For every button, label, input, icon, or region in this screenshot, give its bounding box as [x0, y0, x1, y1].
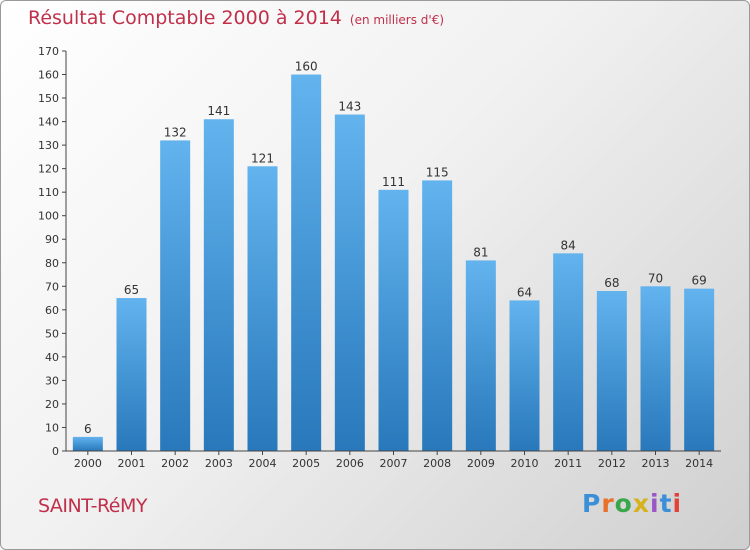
x-tick-label-2007: 2007 — [380, 457, 408, 470]
bar-2009 — [465, 260, 496, 451]
chart-unit-text: (en milliers d'€) — [349, 13, 445, 27]
y-tick-label: 150 — [38, 92, 59, 105]
x-tick-label-2012: 2012 — [598, 457, 626, 470]
x-tick-label-2014: 2014 — [685, 457, 713, 470]
data-label-2014: 69 — [692, 274, 707, 288]
y-tick-label: 60 — [45, 304, 59, 317]
commune-name: SAINT-RéMY — [38, 495, 147, 517]
y-tick-label: 160 — [38, 69, 59, 82]
bar-2004 — [247, 166, 278, 451]
x-tick-label-2000: 2000 — [74, 457, 102, 470]
data-label-2007: 111 — [382, 175, 405, 189]
y-tick-label: 10 — [45, 421, 59, 434]
data-label-2011: 84 — [561, 238, 576, 252]
x-tick-label-2011: 2011 — [554, 457, 582, 470]
bar-2003 — [203, 119, 234, 451]
x-tick-label-2005: 2005 — [292, 457, 320, 470]
y-tick-label: 0 — [52, 445, 59, 458]
y-tick-label: 70 — [45, 280, 59, 293]
x-tick-label-2004: 2004 — [249, 457, 277, 470]
x-tick-label-2006: 2006 — [336, 457, 364, 470]
bar-2001 — [116, 298, 147, 451]
y-tick-label: 30 — [45, 374, 59, 387]
data-label-2002: 132 — [164, 125, 187, 139]
bar-2008 — [422, 180, 453, 452]
bar-2012 — [596, 291, 627, 451]
bar-2011 — [553, 253, 584, 451]
chart-title-text: Résultat Comptable 2000 à 2014 — [28, 7, 342, 29]
y-tick-label: 40 — [45, 351, 59, 364]
data-label-2003: 141 — [207, 104, 230, 118]
y-tick-label: 20 — [45, 398, 59, 411]
bar-2006 — [334, 114, 365, 451]
data-label-2004: 121 — [251, 151, 274, 165]
y-tick-label: 80 — [45, 257, 59, 270]
y-tick-label: 170 — [38, 45, 59, 58]
y-tick-label: 130 — [38, 139, 59, 152]
y-tick-label: 90 — [45, 233, 59, 246]
data-label-2012: 68 — [604, 276, 619, 290]
bar-2007 — [378, 189, 409, 451]
data-label-2010: 64 — [517, 285, 532, 299]
bar-2013 — [640, 286, 671, 451]
data-label-2006: 143 — [338, 100, 361, 114]
x-tick-label-2009: 2009 — [467, 457, 495, 470]
x-tick-label-2002: 2002 — [161, 457, 189, 470]
bar-2002 — [160, 140, 191, 452]
x-tick-label-2010: 2010 — [511, 457, 539, 470]
data-label-2009: 81 — [473, 245, 488, 259]
data-label-2008: 115 — [426, 165, 449, 179]
bar-2005 — [291, 74, 322, 451]
y-tick-label: 50 — [45, 327, 59, 340]
bar-2014 — [684, 288, 715, 451]
data-label-2013: 70 — [648, 271, 663, 285]
chart-title: Résultat Comptable 2000 à 2014 (en millie… — [28, 7, 444, 29]
x-tick-label-2008: 2008 — [423, 457, 451, 470]
x-tick-label-2001: 2001 — [118, 457, 146, 470]
x-tick-label-2013: 2013 — [642, 457, 670, 470]
y-tick-label: 120 — [38, 163, 59, 176]
x-tick-label-2003: 2003 — [205, 457, 233, 470]
bar-2000 — [72, 436, 103, 451]
y-tick-label: 100 — [38, 210, 59, 223]
y-tick-label: 140 — [38, 116, 59, 129]
bar-2010 — [509, 300, 540, 451]
data-label-2000: 6 — [84, 422, 92, 436]
data-label-2005: 160 — [295, 60, 318, 74]
y-tick-label: 110 — [38, 186, 59, 199]
proxiti-logo: Proxiti — [582, 489, 683, 518]
data-label-2001: 65 — [124, 283, 139, 297]
